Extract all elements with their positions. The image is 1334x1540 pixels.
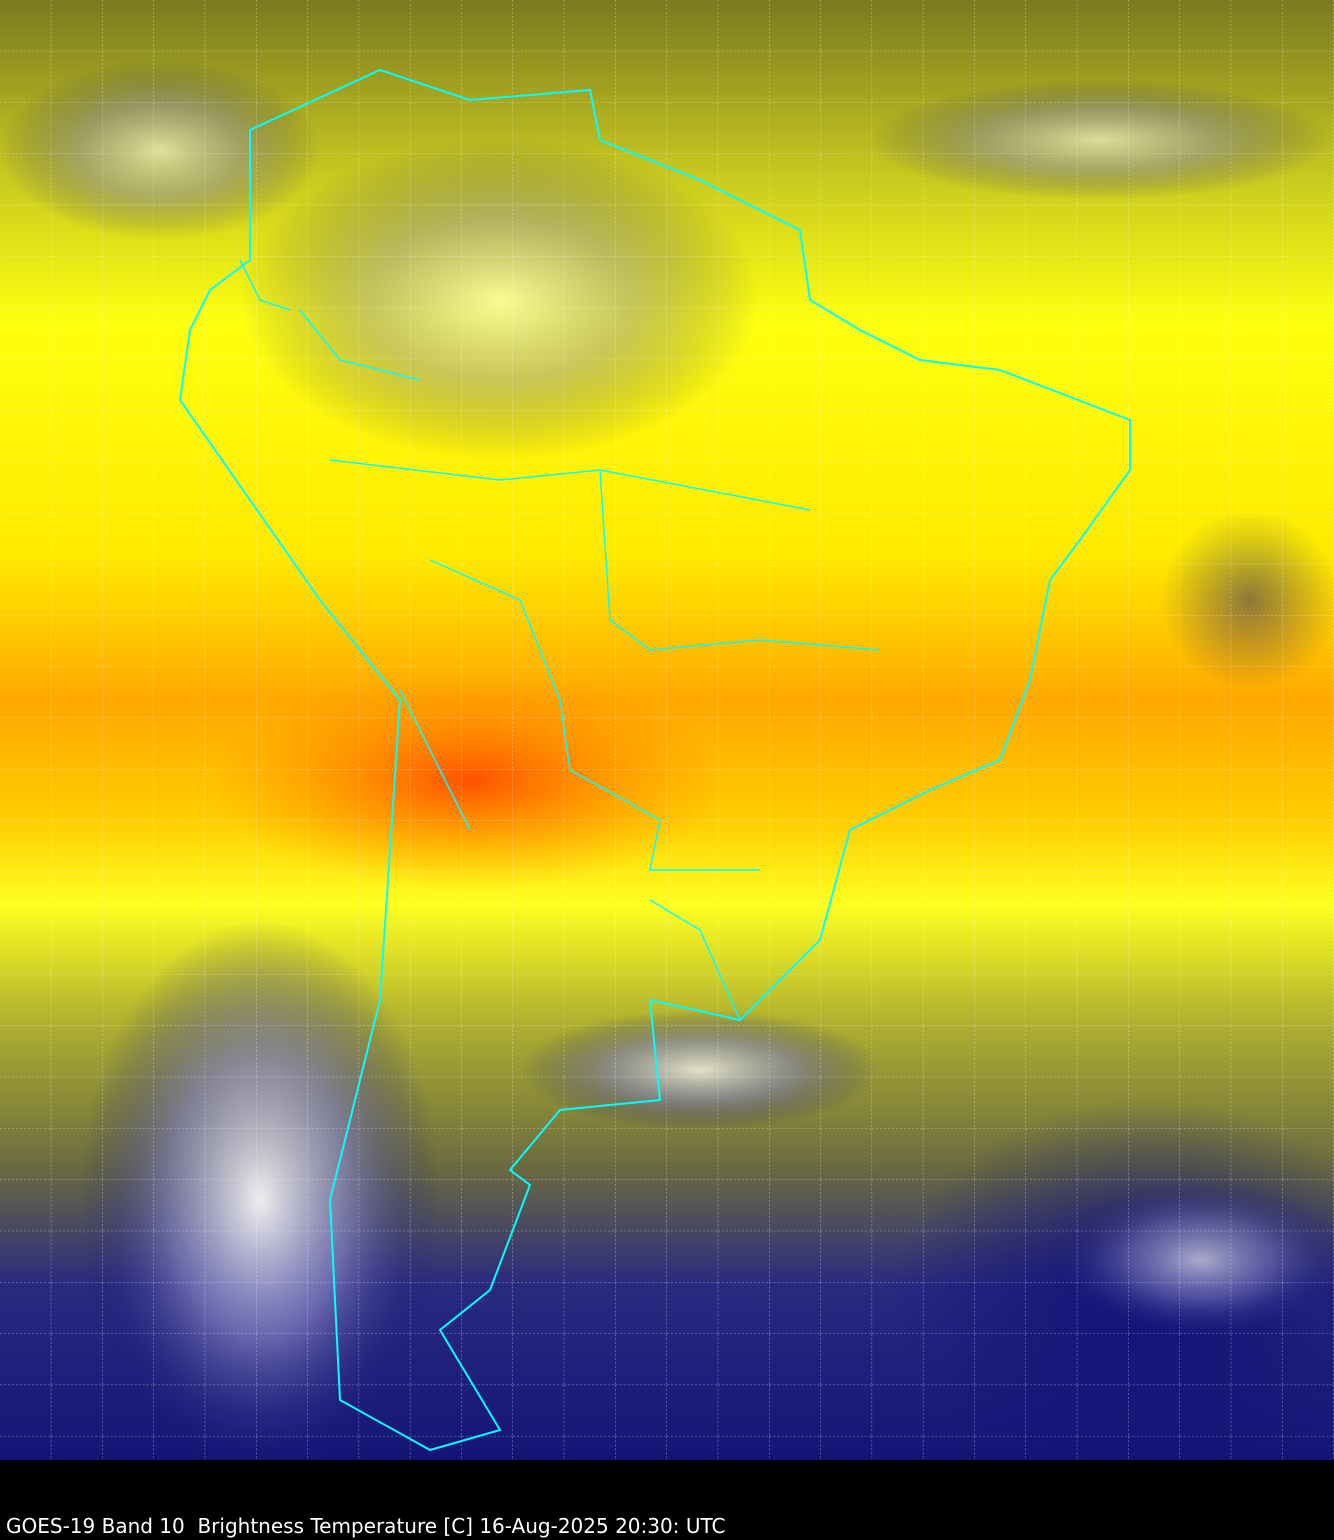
satellite-map: [0, 0, 1334, 1460]
internal-borders: [239, 259, 881, 1021]
image-caption: GOES-19 Band 10 Brightness Temperature […: [6, 1514, 726, 1538]
lat-lon-grid: [0, 0, 1334, 1460]
south-america-outline: [178, 68, 1131, 1452]
